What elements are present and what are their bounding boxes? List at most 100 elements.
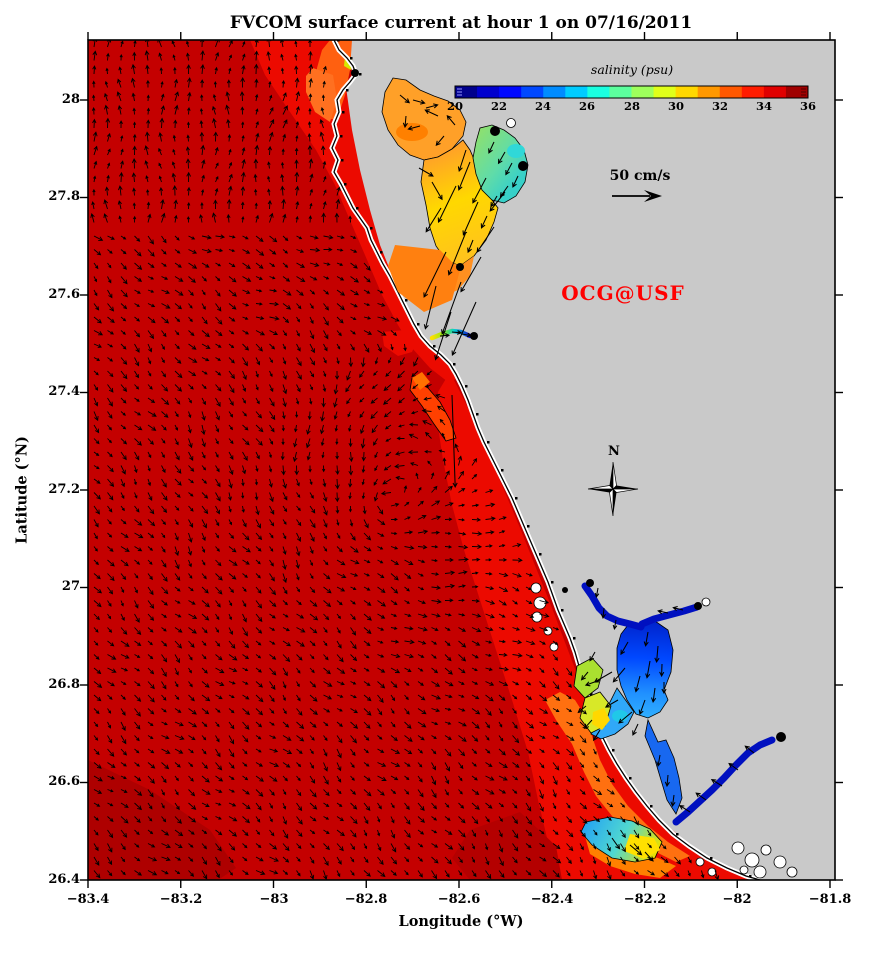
coast-islet xyxy=(417,323,420,326)
compass-rose-icon xyxy=(587,461,639,517)
terra-ceia-red xyxy=(382,330,418,356)
coast-islet xyxy=(453,363,456,366)
island xyxy=(753,865,767,879)
coast-islet xyxy=(476,413,479,416)
y-tick-label: 28 xyxy=(61,92,80,107)
orange-anclote-blob xyxy=(306,68,337,122)
coast-islet xyxy=(527,525,530,528)
island xyxy=(701,597,711,607)
colorbar-tick: 20 xyxy=(446,99,464,113)
coast-islet xyxy=(573,637,576,640)
coast-islet xyxy=(612,749,615,752)
colorbar-tick: 22 xyxy=(490,99,508,113)
colorbar-segment xyxy=(609,86,632,98)
coast-islet xyxy=(380,251,383,254)
station-dot xyxy=(518,161,528,171)
compass-point xyxy=(613,485,638,489)
x-tick-label: −83 xyxy=(259,892,289,907)
tampa-mouth-plume xyxy=(388,245,460,312)
x-tick-label: −82.8 xyxy=(344,892,388,907)
coast-islet xyxy=(465,385,468,388)
island xyxy=(707,867,717,877)
coast-islet xyxy=(676,833,679,836)
current-vector-field xyxy=(90,40,720,880)
coastline-edge xyxy=(331,40,761,880)
y-tick-label: 27.8 xyxy=(48,189,80,204)
colorbar-segment xyxy=(653,86,677,98)
page-title: FVCOM surface current at hour 1 on 07/16… xyxy=(229,13,693,33)
y-tick-label: 27.4 xyxy=(48,384,80,399)
y-tick-label: 27.2 xyxy=(48,482,80,497)
island xyxy=(530,582,542,594)
middle-tampa-bay xyxy=(420,139,499,267)
estuary-yellow-patch xyxy=(624,834,660,859)
coast-islet xyxy=(359,73,362,76)
station-dot xyxy=(586,579,594,587)
y-tick-label: 27.6 xyxy=(48,287,80,302)
map-area xyxy=(88,40,835,880)
colorbar-tick: 34 xyxy=(755,99,773,113)
coast-islet xyxy=(341,159,344,162)
orange-charlotte-pass-band xyxy=(545,692,690,862)
coast-islet xyxy=(487,441,490,444)
peace-river xyxy=(581,582,645,631)
colorbar-tick: 30 xyxy=(667,99,685,113)
coast-islet xyxy=(650,805,653,808)
coast-islet xyxy=(590,693,593,696)
station-dot xyxy=(351,69,359,77)
x-tick-label: −82.4 xyxy=(530,892,574,907)
coast-islet xyxy=(515,497,518,500)
colorbar-segment xyxy=(477,86,500,98)
colorbar-tick: 26 xyxy=(578,99,596,113)
station-dot xyxy=(490,126,500,136)
scale-arrow-icon xyxy=(612,190,662,202)
coast-islet xyxy=(629,777,632,780)
island xyxy=(773,855,787,869)
island xyxy=(744,852,760,868)
x-tick-label: −83.4 xyxy=(66,892,110,907)
y-tick-label: 27 xyxy=(61,579,80,594)
coast-islet xyxy=(551,581,554,584)
colorbar xyxy=(454,85,809,99)
pine-island-sound xyxy=(644,718,683,815)
x-tick-label: −82.2 xyxy=(623,892,667,907)
compass-point xyxy=(588,489,613,493)
coast-islet xyxy=(340,135,343,138)
station-dot xyxy=(470,332,478,340)
old-tampa-bay-orange-core xyxy=(396,123,428,141)
coast-islet xyxy=(561,609,564,612)
x-axis-title: Longitude (°W) xyxy=(398,913,524,930)
coastline xyxy=(329,40,761,880)
x-tick-label: −83.2 xyxy=(159,892,203,907)
coast-islet xyxy=(539,553,542,556)
colorbar-tick: 32 xyxy=(711,99,729,113)
colorbar-segment xyxy=(719,86,743,98)
bay-current-vectors xyxy=(399,94,755,862)
coast-islet xyxy=(342,111,345,114)
station-dot xyxy=(456,263,464,271)
plot-frame xyxy=(80,32,843,888)
colorbar-tick: 36 xyxy=(799,99,817,113)
x-tick-label: −82 xyxy=(722,892,752,907)
colorbar-segment xyxy=(587,86,610,98)
colorbar-segment xyxy=(631,86,655,98)
coast-islet xyxy=(346,89,349,92)
colorbar-segment xyxy=(565,86,588,98)
island xyxy=(549,642,559,652)
coast-islet xyxy=(350,57,353,60)
y-tick-label: 26.8 xyxy=(48,677,80,692)
hillsborough-white-islet xyxy=(506,118,516,128)
island xyxy=(786,866,798,878)
colorbar-label: salinity (psu) xyxy=(590,62,674,77)
hillsborough-cyan-patch xyxy=(507,144,525,158)
y-tick-label: 26.6 xyxy=(48,774,80,789)
charlotte-yellow-patch xyxy=(592,708,610,730)
x-tick-label: −82.6 xyxy=(437,892,481,907)
colorbar-segment xyxy=(741,86,765,98)
coast-islet xyxy=(370,227,373,230)
northeast-river xyxy=(638,603,701,628)
coast-islet xyxy=(433,345,436,348)
manatee-river xyxy=(429,328,473,341)
island xyxy=(731,841,745,855)
